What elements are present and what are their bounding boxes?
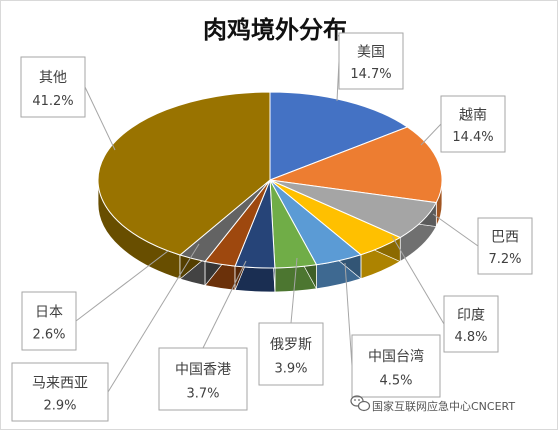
slice-percent-label: 3.9% [274,362,307,377]
pie-body [97,91,443,293]
slice-name-label: 其他 [39,70,67,86]
slice-name-label: 中国台湾 [368,348,424,365]
data-label-box [440,95,506,153]
chart-title: 肉鸡境外分布 [203,16,347,44]
data-label-俄罗斯: 俄罗斯 3.9% [258,322,324,386]
slice-percent-label: 3.7% [186,387,219,402]
watermark-text: 国家互联网应急中心CNCERT [372,399,515,413]
leader-line-俄罗斯 [290,257,298,324]
data-label-box [351,334,441,398]
leader-line-中国台湾 [344,262,353,367]
slice-percent-label: 4.8% [454,330,487,345]
leader-line-巴西 [432,213,479,247]
data-label-中国台湾: 中国台湾 4.5% [351,334,441,398]
slice-percent-label: 2.9% [43,398,76,413]
leader-line-印度 [391,235,445,325]
slice-name-label: 美国 [357,45,385,61]
slice-percent-label: 41.2% [32,94,73,109]
slice-name-label: 中国香港 [175,362,231,378]
slice-name-label: 越南 [459,108,487,124]
slice-percent-label: 7.2% [488,252,521,267]
data-label-box [20,56,86,118]
data-label-越南: 越南 14.4% [440,95,506,153]
data-label-box [11,362,109,422]
leader-line-中国香港 [202,260,247,349]
slice-name-label: 巴西 [491,230,519,246]
data-label-巴西: 巴西 7.2% [477,217,533,275]
data-label-box [158,347,248,411]
leader-line-马来西亚 [107,243,200,393]
pie-slice-美国 [269,91,409,181]
data-label-马来西亚: 马来西亚 2.9% [11,362,109,422]
slice-percent-label: 14.4% [452,130,493,145]
leader-line-日本 [75,250,169,322]
slice-percent-label: 2.6% [32,327,65,342]
data-label-box [258,322,324,386]
data-label-日本: 日本 2.6% [21,291,77,351]
data-label-美国: 美国 14.7% [338,32,404,90]
pie-slice-越南 [269,126,443,204]
data-label-box [477,217,533,275]
data-label-box [338,32,404,90]
wechat-icon [350,395,371,412]
data-label-其他: 其他 41.2% [20,56,86,118]
data-label-box [21,291,77,351]
slice-name-label: 印度 [457,308,485,324]
pie-slice-其他 [97,91,271,256]
slice-name-label: 俄罗斯 [270,337,312,353]
watermark: 国家互联网应急中心CNCERT [350,395,515,413]
slice-percent-label: 4.5% [379,374,412,389]
data-label-印度: 印度 4.8% [443,295,499,353]
data-labels: 美国 14.7% 越南 14.4% 巴西 7.2% 印度 4.8% 中国台湾 4.5% 俄罗斯 3.9… [11,32,533,422]
slice-name-label: 马来西亚 [32,375,88,391]
data-label-box [443,295,499,353]
leader-line-越南 [420,123,442,146]
data-label-中国香港: 中国香港 3.7% [158,347,248,411]
slice-name-label: 日本 [35,304,63,320]
leader-line-其他 [84,86,116,151]
slice-percent-label: 14.7% [350,67,391,82]
